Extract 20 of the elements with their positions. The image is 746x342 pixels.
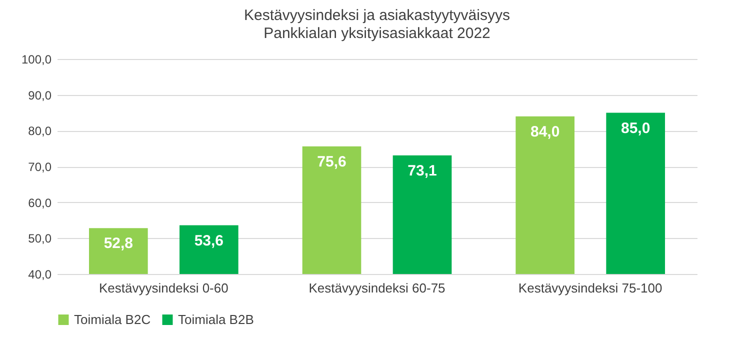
y-tick-label: 80,0 <box>28 124 52 138</box>
y-tick-label: 90,0 <box>28 88 52 102</box>
legend-label: Toimiala B2C <box>74 312 151 327</box>
data-label: 75,6 <box>317 153 346 170</box>
chart-title: Kestävyysindeksi ja asiakastyytyväisyys <box>244 7 510 24</box>
x-tick-label: Kestävyysindeksi 60-75 <box>308 280 446 296</box>
y-tick-label: 100,0 <box>21 52 52 66</box>
chart-subtitle: Pankkialan yksityisasiakkaat 2022 <box>264 25 490 42</box>
data-label: 53,6 <box>194 232 224 250</box>
data-label: 52,8 <box>104 235 134 252</box>
x-tick-label: Kestävyysindeksi 0-60 <box>98 280 228 296</box>
data-label: 85,0 <box>620 120 650 137</box>
y-tick-label: 50,0 <box>28 232 52 246</box>
x-tick-label: Kestävyysindeksi 75-100 <box>518 280 662 296</box>
y-tick-label: 60,0 <box>28 196 52 210</box>
legend-label: Toimiala B2B <box>178 312 254 327</box>
data-label: 84,0 <box>530 123 560 140</box>
y-tick-label: 70,0 <box>28 160 52 174</box>
data-label: 73,1 <box>408 162 437 180</box>
y-tick-label: 40,0 <box>28 268 52 282</box>
